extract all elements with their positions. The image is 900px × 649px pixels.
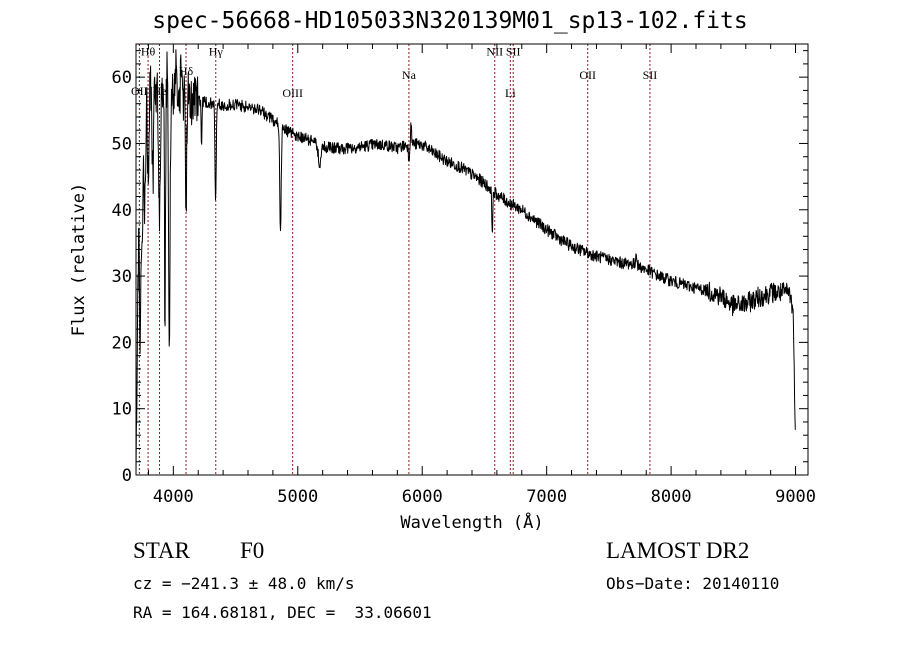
y-tick-label: 40 (112, 201, 132, 221)
survey-name: LAMOST DR2 (606, 538, 750, 563)
line-label: He (153, 84, 167, 98)
observation-date: Obs−Date: 20140110 (606, 574, 780, 593)
line-label: Li (505, 86, 516, 100)
y-axis-label: Flux (relative) (69, 183, 89, 337)
x-tick-label: 8000 (651, 487, 692, 507)
x-tick-label: 9000 (775, 487, 816, 507)
x-tick-label: 7000 (526, 487, 567, 507)
line-label: OII (579, 68, 596, 82)
line-label: Hδ (179, 64, 194, 78)
y-tick-label: 30 (112, 267, 132, 287)
y-tick-label: 10 (112, 400, 132, 420)
line-label: NII (486, 44, 503, 58)
y-tick-label: 60 (112, 68, 132, 88)
x-axis-label: Wavelength (Å) (400, 511, 543, 533)
spectrum-layer (135, 49, 796, 476)
line-labels: Hθ OII He Hδ Hγ OIII Na NII Li SII OII SII (131, 44, 657, 100)
y-tick-label: 0 (122, 466, 132, 486)
y-tick-label: 20 (112, 333, 132, 353)
chart-title: spec-56668-HD105033N320139M01_sp13-102.f… (152, 8, 748, 34)
line-label: Na (402, 68, 417, 82)
line-label: SII (643, 68, 658, 82)
line-label: Hθ (141, 44, 156, 58)
x-tick-label: 6000 (402, 487, 443, 507)
line-label: Hγ (209, 44, 224, 58)
object-subclass: F0 (240, 538, 265, 563)
redshift-velocity: cz = −241.3 ± 48.0 km/s (133, 574, 355, 593)
line-label: SII (506, 44, 521, 58)
x-tick-label: 5000 (277, 487, 318, 507)
coordinates: RA = 164.68181, DEC = 33.06601 (133, 603, 432, 622)
spectrum-line (135, 49, 796, 476)
y-tick-label: 50 (112, 134, 132, 154)
x-tick-label: 4000 (153, 487, 194, 507)
line-label: OIII (282, 86, 303, 100)
object-class: STAR (133, 538, 190, 563)
line-label: OII (131, 84, 148, 98)
line-markers (138, 44, 651, 475)
axis-ticks: 4000 5000 6000 7000 8000 9000 0 10 20 30 40 50 60 (112, 44, 816, 507)
